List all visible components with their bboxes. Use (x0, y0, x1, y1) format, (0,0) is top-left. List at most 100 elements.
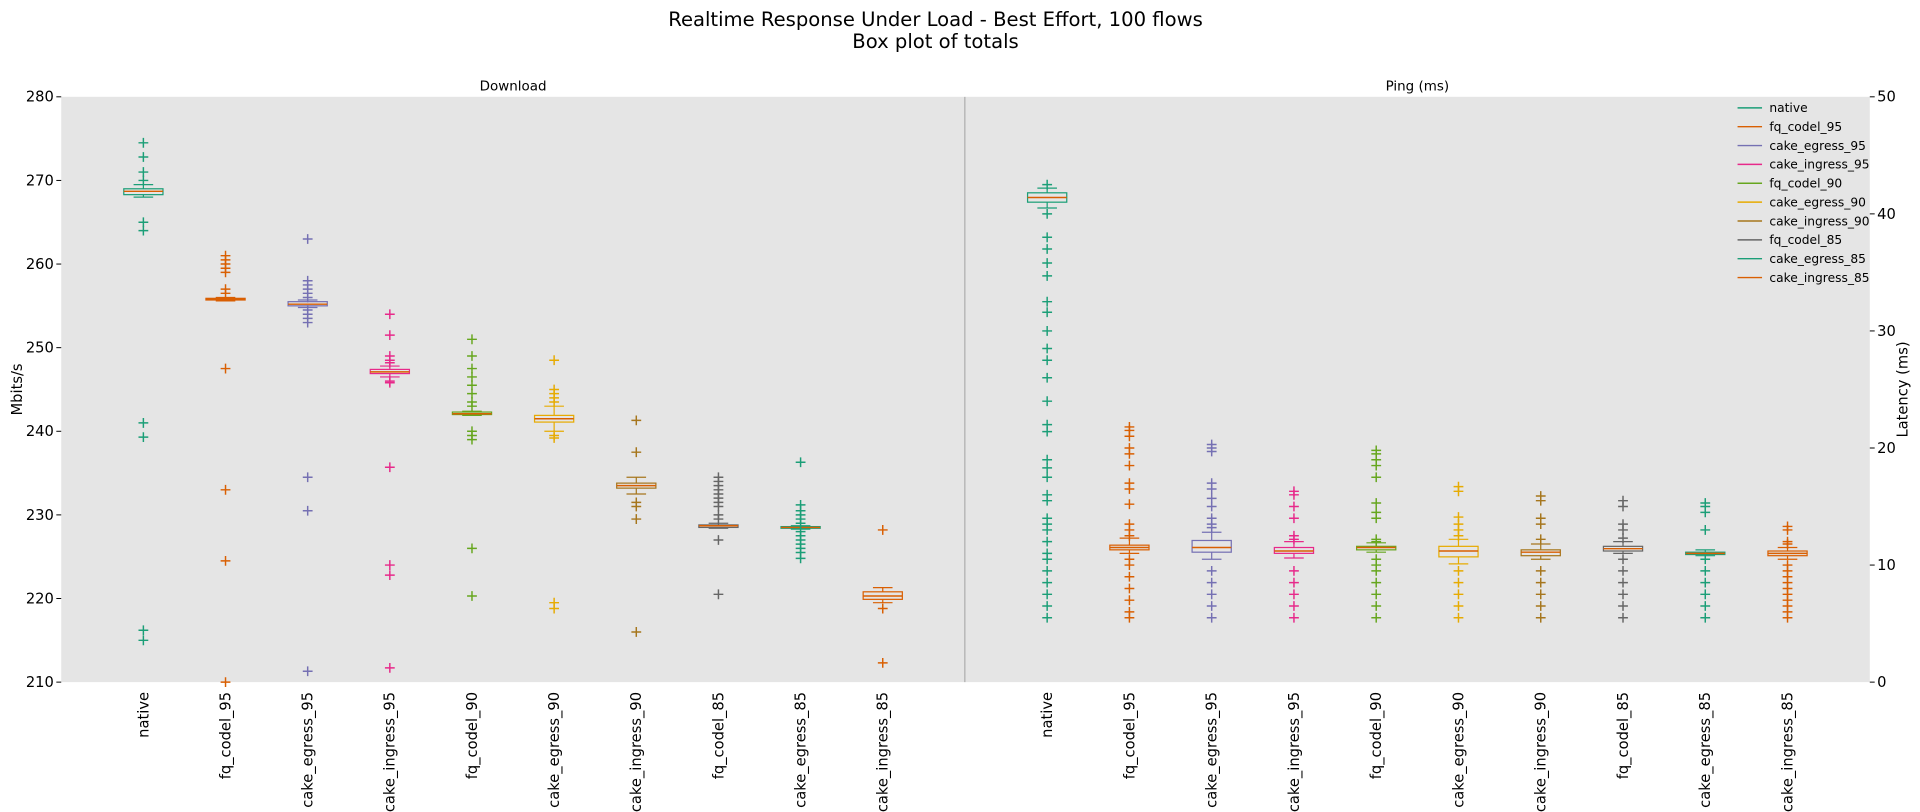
outlier (877, 525, 888, 535)
outlier (138, 175, 149, 186)
outlier (1618, 612, 1628, 623)
outlier (1042, 536, 1053, 547)
x-tick-label: cake_ingress_95 (382, 692, 399, 812)
outlier (1206, 446, 1217, 457)
outlier (1042, 244, 1053, 254)
outlier (631, 514, 642, 524)
outlier (1124, 612, 1135, 623)
outlier (713, 501, 724, 512)
x-tick-label: cake_egress_95 (300, 692, 317, 808)
legend-label: cake_ingress_95 (1769, 158, 1869, 172)
outlier (467, 351, 477, 361)
outlier (1042, 426, 1053, 437)
outlier (1042, 271, 1053, 281)
outlier (1206, 566, 1217, 576)
outlier (1289, 501, 1299, 512)
outlier (1700, 601, 1711, 611)
outlier (1124, 595, 1135, 606)
x-tick-label: native (135, 692, 152, 738)
box (1191, 539, 1232, 553)
outlier (1453, 589, 1464, 600)
outlier (1124, 583, 1135, 594)
outlier (220, 555, 231, 566)
outlier (138, 217, 149, 228)
outlier (1618, 577, 1628, 588)
outlier (1206, 484, 1217, 494)
y-tick-label: 230 (26, 507, 54, 524)
outlier (384, 377, 395, 388)
outlier (384, 330, 395, 341)
x-tick-label: cake_ingress_85 (875, 692, 892, 812)
outlier (1782, 612, 1793, 623)
outlier (1289, 566, 1299, 576)
outlier (1782, 525, 1793, 535)
outlier (1453, 612, 1464, 623)
outlier (1453, 601, 1464, 611)
outlier (1453, 566, 1464, 576)
x-tick-label: cake_egress_95 (1204, 692, 1221, 808)
outlier (1042, 355, 1053, 366)
outlier (1042, 454, 1053, 465)
y-tick-label: 220 (26, 590, 54, 607)
outlier (1782, 539, 1793, 549)
outlier (467, 388, 477, 399)
outlier (138, 432, 149, 443)
x-tick-label: cake_ingress_90 (628, 692, 645, 812)
outlier (220, 267, 231, 278)
y-tick-label: 250 (26, 340, 54, 357)
outlier (1700, 577, 1711, 588)
outlier (1042, 463, 1053, 473)
outlier (1042, 577, 1053, 588)
outlier (1042, 396, 1053, 407)
outlier (1700, 554, 1711, 565)
outlier (1700, 507, 1711, 518)
outlier (1124, 460, 1135, 471)
outlier (384, 357, 395, 368)
outlier (1618, 566, 1628, 576)
outlier (1042, 232, 1053, 243)
outlier (549, 355, 560, 366)
outlier (138, 635, 149, 646)
outlier (302, 317, 313, 328)
outlier (1042, 296, 1053, 307)
outlier (1618, 533, 1628, 544)
outlier (384, 663, 395, 673)
outlier (1371, 460, 1382, 471)
outlier (384, 570, 395, 580)
outlier (631, 627, 642, 637)
legend-label: cake_ingress_85 (1769, 271, 1869, 285)
x-tick-label: fq_codel_95 (1121, 692, 1138, 779)
x-tick-label: fq_codel_90 (1368, 692, 1385, 779)
x-tick-label: native (1039, 692, 1056, 738)
y-tick-label: 10 (1877, 557, 1896, 574)
chart-subtitle: Box plot of totals (852, 30, 1018, 53)
outlier (467, 434, 477, 445)
outlier (1371, 601, 1382, 611)
legend-label: cake_egress_95 (1769, 139, 1866, 153)
outlier (1124, 431, 1135, 442)
outlier (1206, 589, 1217, 600)
outlier (1042, 472, 1053, 483)
outlier (302, 472, 313, 483)
panel-title: Ping (ms) (1386, 80, 1450, 95)
outlier (1206, 612, 1217, 623)
x-tick-label: fq_codel_85 (1615, 692, 1632, 779)
outlier (467, 334, 477, 345)
outlier (1535, 589, 1546, 600)
outlier (467, 591, 477, 601)
outlier (467, 401, 477, 412)
x-tick-label: cake_egress_85 (1697, 692, 1714, 808)
outlier (1453, 577, 1464, 588)
outlier (1289, 612, 1299, 623)
outlier (1371, 498, 1382, 508)
outlier (1535, 566, 1546, 576)
x-tick-label: cake_egress_85 (792, 692, 809, 808)
outlier (1535, 601, 1546, 611)
outlier (302, 292, 313, 303)
outlier (549, 433, 560, 443)
legend-label: fq_codel_95 (1769, 120, 1842, 134)
outlier (220, 363, 231, 374)
x-tick-label: cake_ingress_95 (1286, 692, 1303, 812)
outlier (631, 501, 642, 512)
